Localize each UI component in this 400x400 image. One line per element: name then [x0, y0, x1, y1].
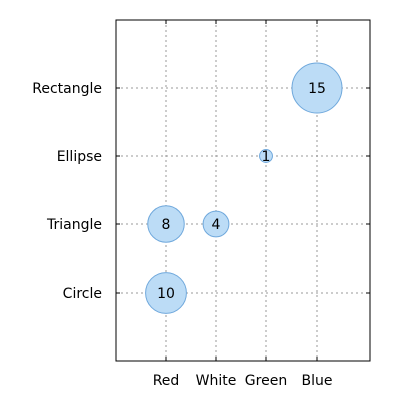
x-axis-tick-labels: Red White Green Blue [153, 373, 333, 389]
bubbles: 10 8 4 1 15 [145, 62, 343, 314]
plot-frame [115, 19, 371, 362]
bubble-value-label: 4 [212, 217, 221, 233]
x-tick-label: Red [153, 373, 180, 389]
bubble [291, 62, 343, 114]
bubble-value-label: 10 [157, 286, 175, 302]
bubble [202, 210, 230, 238]
bubble-value-label: 15 [308, 81, 326, 97]
y-tick-label: Ellipse [57, 149, 102, 165]
bubble-value-label: 1 [262, 149, 271, 165]
axis-ticks [116, 20, 370, 361]
y-tick-label: Circle [63, 286, 102, 302]
y-tick-label: Triangle [46, 217, 102, 233]
bubble [147, 205, 185, 243]
bubble-value-label: 8 [162, 217, 171, 233]
x-tick-label: Blue [302, 373, 333, 389]
x-tick-label: Green [245, 373, 287, 389]
y-tick-label: Rectangle [32, 81, 102, 97]
bubble [259, 149, 273, 163]
y-axis-tick-labels: Circle Triangle Ellipse Rectangle [32, 81, 102, 302]
bubble [145, 272, 187, 314]
x-tick-label: White [196, 373, 237, 389]
